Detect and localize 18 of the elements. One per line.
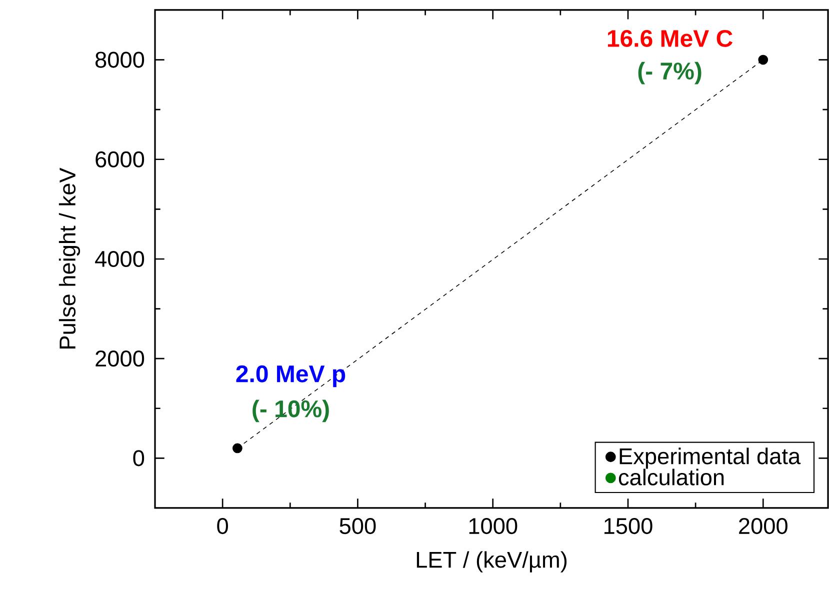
annotation: (- 7%): [638, 62, 702, 84]
x-tick-label: 1500: [604, 518, 652, 534]
y-tick-label: 4000: [95, 250, 144, 268]
x-tick-label: 2000: [739, 518, 788, 534]
annotation: 16.6 MeV C: [608, 30, 732, 47]
x-tick-label: 500: [340, 518, 376, 534]
y-axis-title: Pulse height / keV: [58, 168, 80, 348]
legend-label: Experimental data: [620, 448, 801, 469]
y-tick-label: 6000: [96, 151, 144, 168]
x-axis-title: LET / (keV/µm): [416, 551, 567, 572]
annotation: 2.0 MeV p: [236, 365, 346, 388]
y-tick-label: 8000: [96, 52, 144, 68]
y-tick-label: 0: [133, 450, 144, 466]
x-tick-label: 0: [217, 518, 228, 534]
y-tick-label: 2000: [96, 350, 144, 367]
x-tick-label: 1000: [469, 518, 518, 534]
legend-label: calculation: [618, 468, 724, 486]
annotation: (- 10%): [252, 400, 329, 422]
